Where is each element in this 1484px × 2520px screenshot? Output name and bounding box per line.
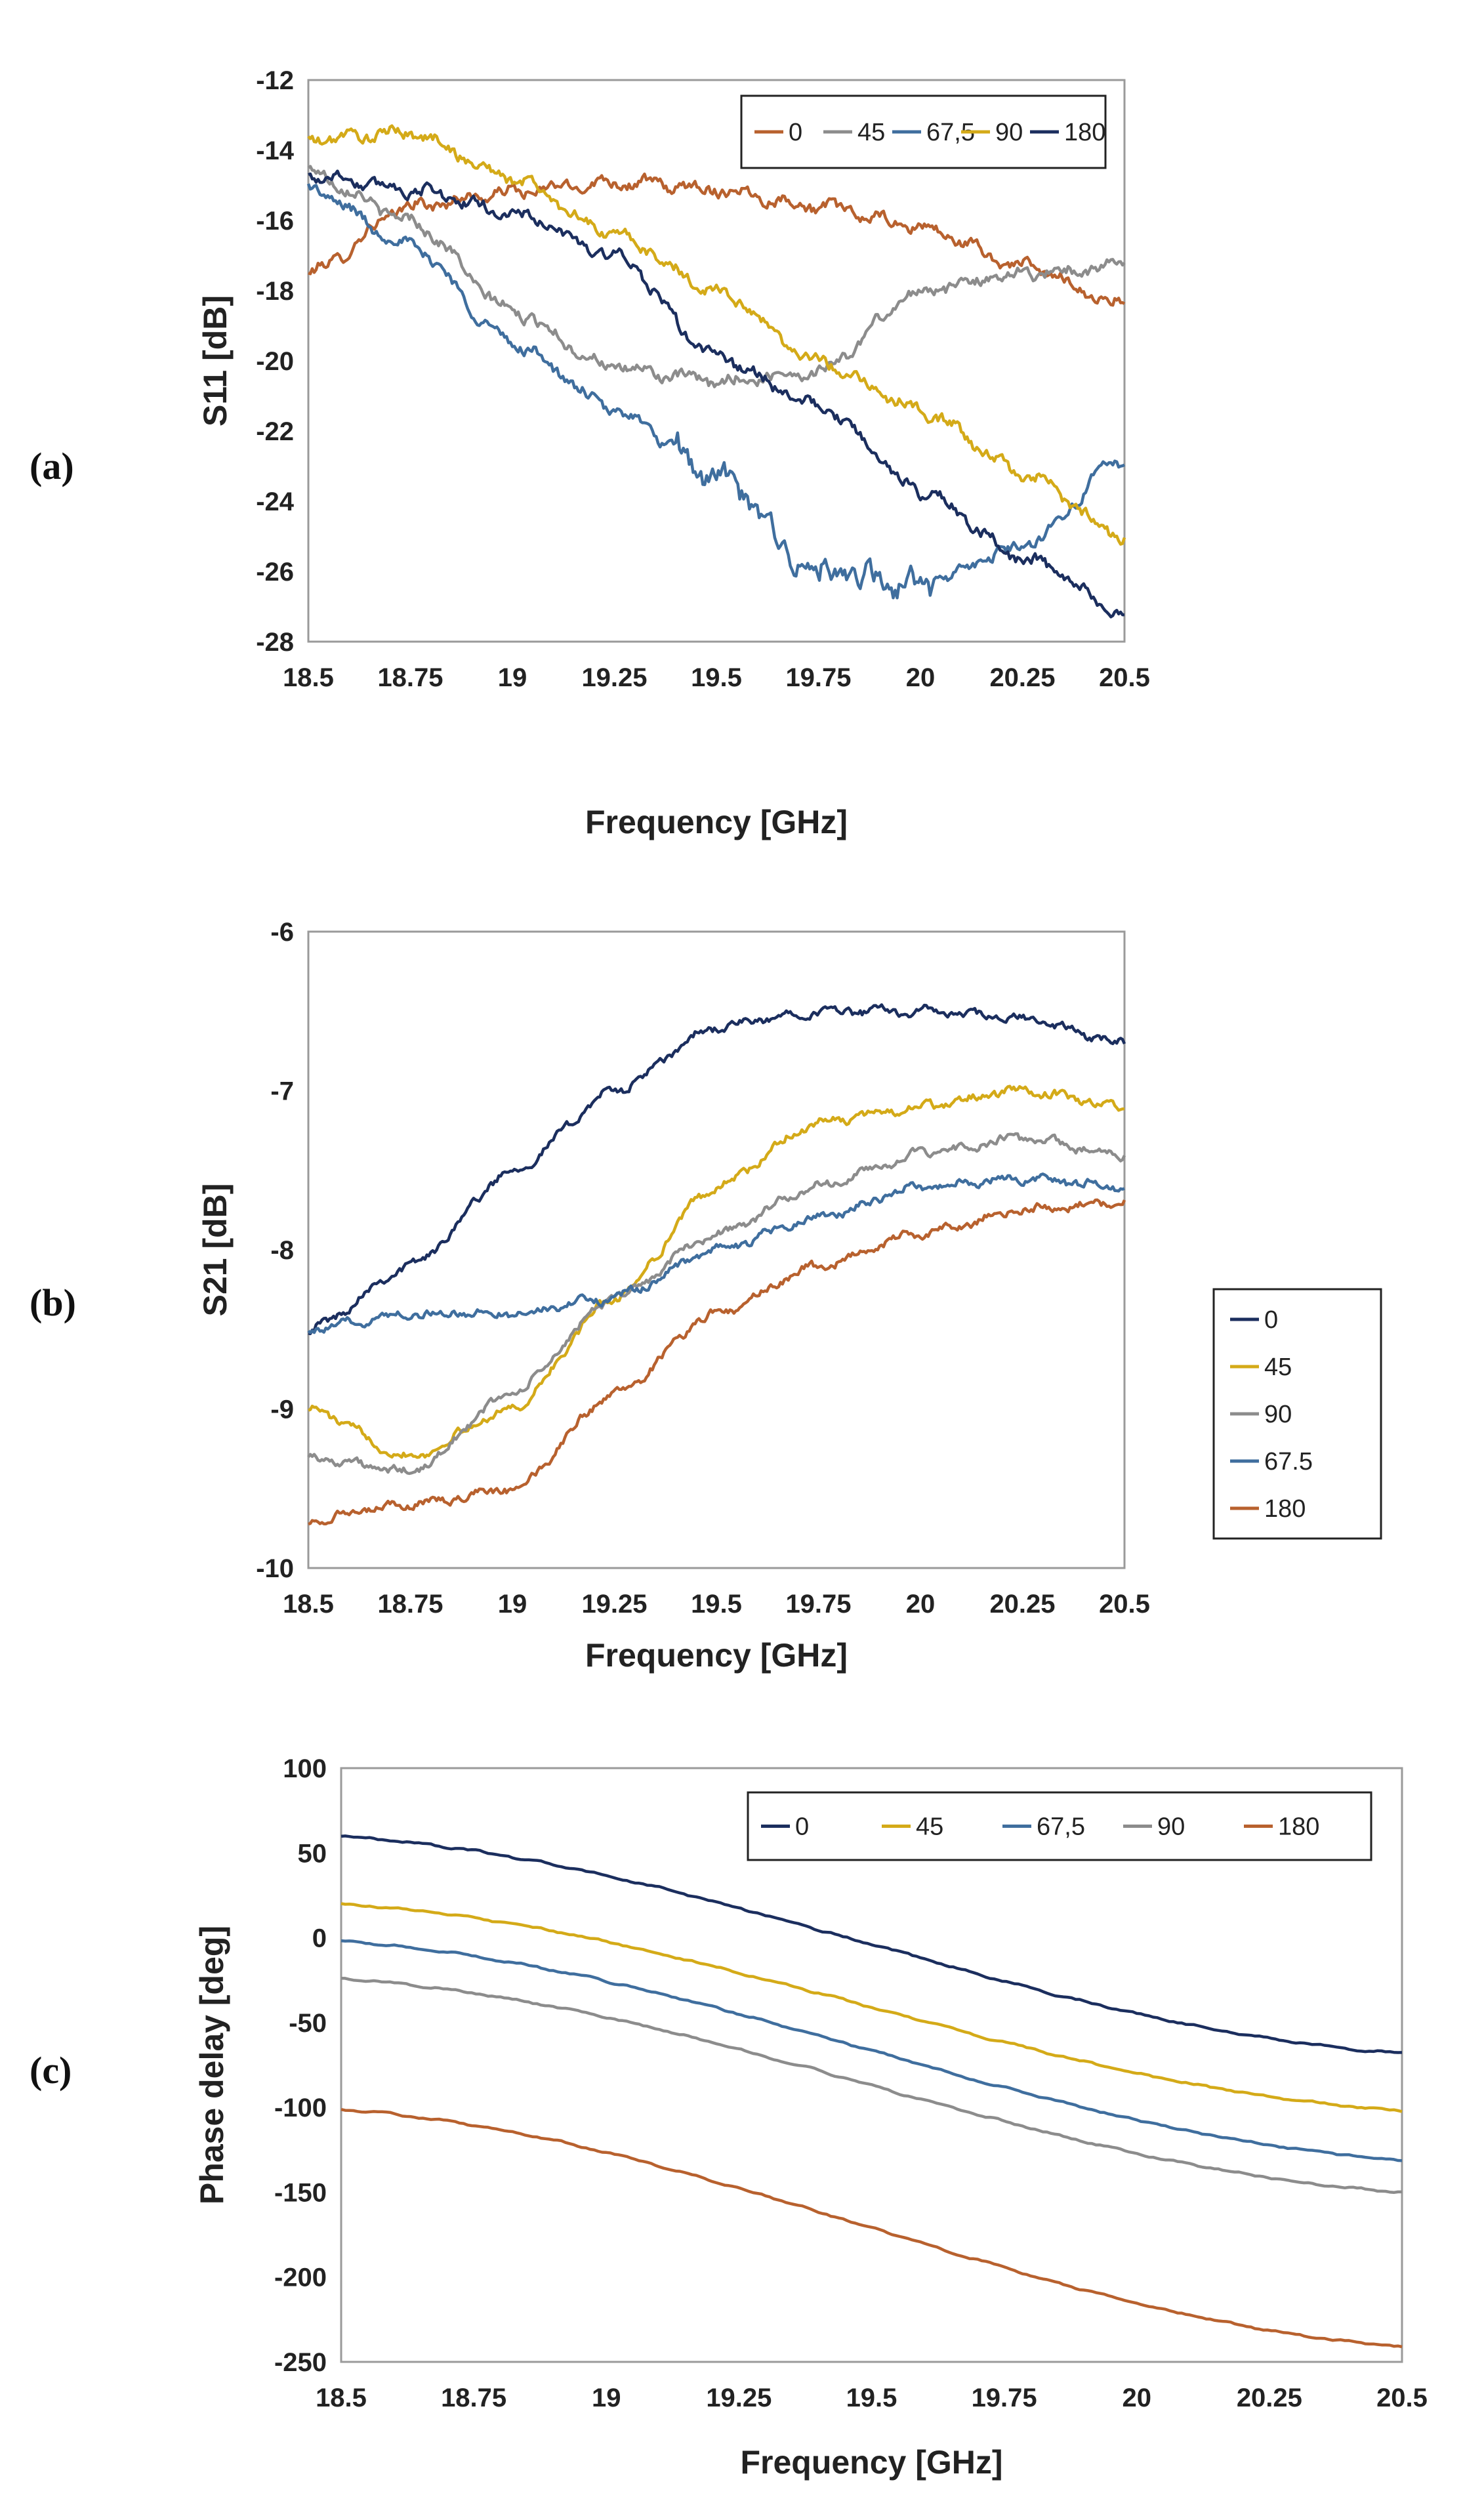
y-axis-title: S21 [dB] [197,1184,234,1317]
series-line-90 [307,1132,1126,1476]
series-line-0 [308,172,1126,307]
y-tick-label: -200 [274,2263,327,2292]
legend-label: 0 [1264,1306,1278,1334]
y-axis-title: Phase delay [deg] [194,1926,230,2204]
chart-panel-1: (b) -6 -7 -8 -9 -10 18.5 18.75 19 19.25 19.5 19.75 2… [30,918,1382,1674]
plot-area [340,1767,1403,2363]
x-tick-label: 19.25 [706,2384,772,2412]
x-tick-label: 20 [1123,2384,1152,2412]
y-tick-label: -26 [256,558,294,587]
panel-label: (b) [30,1281,76,1324]
y-tick-label: -7 [270,1077,294,1106]
y-tick-label: 100 [283,1754,327,1783]
series-line-45 [308,1084,1125,1459]
legend-label: 90 [1157,1813,1185,1841]
legend-label: 180 [1064,119,1105,146]
y-tick-label: -18 [256,277,294,306]
series-line-0 [340,1834,1403,2054]
x-axis-title: Frequency [GHz] [585,1637,848,1674]
x-tick-label: 19.75 [785,663,851,692]
legend-label: 180 [1278,1813,1319,1841]
x-tick-label: 20.25 [989,663,1055,692]
panel-label: (c) [30,2049,72,2092]
x-tick-label: 18.5 [283,663,334,692]
x-tick-label: 20.5 [1099,663,1150,692]
y-axis-title: S11 [dB] [197,295,234,426]
x-tick-label: 19.75 [972,2384,1037,2412]
x-tick-label: 18.75 [377,1590,443,1619]
x-tick-label: 20.5 [1376,2384,1428,2412]
x-tick-label: 19 [592,2384,621,2412]
series-line-180 [308,169,1124,619]
x-tick-label: 18.75 [441,2384,506,2412]
series-line-180 [308,1198,1126,1526]
legend-label: 90 [995,119,1023,146]
x-tick-label: 19 [498,1590,527,1619]
series-line-90 [307,124,1126,546]
y-tick-label: -24 [256,487,295,516]
x-tick-label: 19.5 [846,2384,897,2412]
x-tick-label: 19.25 [581,663,647,692]
series-line-67.5 [307,1172,1125,1334]
y-tick-label: 50 [298,1839,327,1868]
legend: 0 45 90 67.5 180 [1212,1288,1382,1540]
x-tick-label: 20.25 [989,1590,1055,1619]
y-tick-label: -22 [256,417,294,446]
series-line-0 [308,1003,1126,1336]
legend-label: 45 [1264,1353,1292,1381]
y-tick-label: -100 [274,2094,327,2122]
legend-label: 67,5 [1037,1813,1085,1841]
y-tick-label: -20 [256,347,294,376]
series-line-67,5 [340,1939,1403,2162]
x-axis-title: Frequency [GHz] [585,804,848,840]
y-tick-label: -50 [289,2009,327,2038]
x-tick-label: 18.5 [316,2384,367,2412]
legend-label: 90 [1264,1401,1292,1428]
series-line-67,5 [306,183,1125,600]
y-tick-label: -250 [274,2348,327,2377]
legend: 0 45 67,5 90 180 [747,1791,1372,1861]
plot-area [307,79,1126,643]
x-tick-label: 19.5 [691,663,742,692]
legend-label: 0 [795,1813,809,1841]
series-line-45 [340,1902,1403,2113]
legend: 0 45 67,5 90 180 [740,94,1107,169]
x-tick-label: 18.75 [377,663,443,692]
legend-label: 0 [789,119,802,146]
y-tick-label: 0 [312,1924,327,1953]
x-tick-label: 20 [906,663,936,692]
y-tick-label: -16 [256,207,294,236]
panel-label: (a) [30,445,74,487]
legend-label: 67.5 [1264,1448,1313,1476]
y-tick-label: -28 [256,628,294,657]
y-tick-label: -9 [270,1395,294,1424]
x-tick-label: 20 [906,1590,936,1619]
series-line-45 [307,165,1126,388]
x-tick-label: 19.5 [691,1590,742,1619]
y-tick-label: -8 [270,1236,294,1265]
y-tick-label: -14 [256,136,295,165]
legend-label: 45 [916,1813,943,1841]
x-tick-label: 20.5 [1099,1590,1150,1619]
x-tick-label: 19.75 [785,1590,851,1619]
x-axis-title: Frequency [GHz] [740,2444,1002,2481]
x-tick-label: 19 [498,663,527,692]
y-tick-label: -12 [256,66,294,95]
y-tick-label: -6 [270,918,294,947]
y-tick-label: -10 [256,1554,294,1583]
series-line-180 [340,2108,1403,2349]
y-tick-label: -150 [274,2178,327,2207]
series-line-90 [340,1977,1402,2195]
chart-panel-2: (c) 100 50 0 -50 -100 -150 -200 -250 18.5 18.75 19 1… [30,1754,1428,2481]
legend-label: 45 [857,119,885,146]
x-tick-label: 19.25 [581,1590,647,1619]
x-tick-label: 18.5 [283,1590,334,1619]
legend-label: 180 [1264,1495,1306,1523]
chart-panel-0: (a) -12 -14 -16 -18 -20 -22 -24 -26 -28 18.5 18.75 1… [30,66,1150,840]
plot-area [307,930,1126,1569]
x-tick-label: 20.25 [1237,2384,1302,2412]
